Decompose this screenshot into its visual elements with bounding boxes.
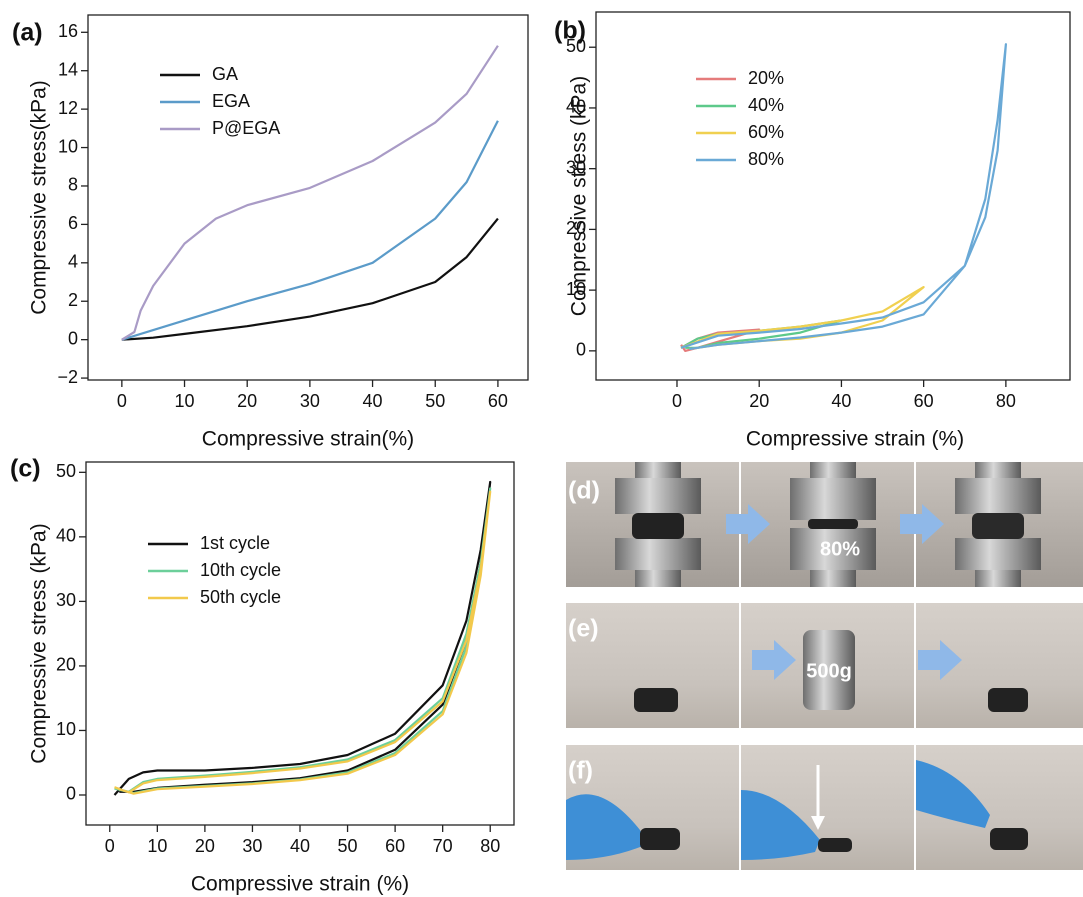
x-tick-label: 40 (363, 391, 383, 411)
x-tick-label: 60 (488, 391, 508, 411)
x-tick-label: 60 (914, 391, 934, 411)
panel-label: (d) (568, 477, 600, 505)
plot-frame (87, 14, 529, 381)
x-axis-label: Compressive strain(%) (202, 428, 414, 451)
weight (803, 630, 855, 710)
data-line (121, 217, 499, 341)
y-tick-label: 50 (566, 36, 586, 56)
x-tick-label: 10 (147, 836, 167, 856)
y-tick-label: 8 (68, 175, 78, 195)
glove (566, 794, 645, 860)
caption: 500g (806, 660, 852, 682)
x-tick-label: 20 (749, 391, 769, 411)
data-line (680, 43, 1007, 351)
legend-label: P@EGA (212, 118, 280, 138)
panel-label: (c) (10, 455, 41, 483)
y-tick-label: 50 (56, 461, 76, 481)
aerogel (632, 513, 684, 539)
y-tick-label: 0 (68, 328, 78, 348)
x-tick-label: 0 (105, 836, 115, 856)
x-axis-label: Compressive strain (%) (746, 428, 964, 451)
y-tick-label: 0 (66, 784, 76, 804)
arrow (811, 816, 825, 830)
aerogel (808, 519, 858, 529)
legend-label: 20% (748, 68, 784, 88)
plot-frame (595, 11, 1071, 381)
y-tick-label: 30 (566, 157, 586, 177)
x-tick-label: 30 (242, 836, 262, 856)
y-axis-label: Compressive stress (kPa) (28, 523, 51, 763)
data-line (114, 487, 492, 795)
legend-label: 60% (748, 122, 784, 142)
legend-label: GA (212, 64, 238, 84)
arrows (726, 504, 962, 680)
aerogel (818, 838, 852, 852)
x-tick-label: 40 (831, 391, 851, 411)
data-line (121, 120, 499, 341)
aerogel (640, 828, 680, 850)
x-tick-label: 0 (672, 391, 682, 411)
x-tick-label: 60 (385, 836, 405, 856)
y-tick-label: 10 (56, 719, 76, 739)
y-axis-label: Compressive stress(kPa) (28, 80, 51, 315)
legend-label: 80% (748, 149, 784, 169)
panel-label: (e) (568, 615, 599, 643)
legend-label: 40% (748, 95, 784, 115)
panel-label: (f) (568, 757, 593, 785)
x-tick-label: 20 (237, 391, 257, 411)
x-tick-label: 30 (300, 391, 320, 411)
y-tick-label: −2 (57, 367, 78, 387)
y-tick-label: 20 (566, 218, 586, 238)
x-tick-label: 50 (425, 391, 445, 411)
y-tick-label: 0 (576, 340, 586, 360)
aerogel (988, 688, 1028, 712)
x-tick-label: 50 (338, 836, 358, 856)
glove (741, 790, 820, 860)
photo-panels: (d) 80% (e) 500g (f) (566, 462, 1083, 870)
aerogel (634, 688, 678, 712)
data-line (121, 45, 499, 341)
y-tick-label: 10 (58, 136, 78, 156)
x-tick-label: 80 (996, 391, 1016, 411)
panel-label: (a) (12, 19, 43, 47)
y-tick-label: 30 (56, 590, 76, 610)
legend-label: 1st cycle (200, 533, 270, 553)
caption: 80% (820, 538, 860, 560)
press (615, 462, 1041, 587)
y-tick-label: 2 (68, 290, 78, 310)
y-tick-label: 40 (566, 97, 586, 117)
y-tick-label: 10 (566, 279, 586, 299)
y-axis-label: Compressive stress (kPa) (568, 76, 591, 316)
aerogel (972, 513, 1024, 539)
aerogel (990, 828, 1028, 850)
data-line (114, 490, 492, 795)
panel-label: (b) (554, 17, 586, 45)
y-tick-label: 20 (56, 655, 76, 675)
x-tick-label: 80 (480, 836, 500, 856)
x-axis-label: Compressive strain (%) (191, 873, 409, 896)
x-tick-label: 70 (433, 836, 453, 856)
y-tick-label: 12 (58, 98, 78, 118)
y-tick-label: 16 (58, 21, 78, 41)
legend-label: EGA (212, 91, 250, 111)
y-tick-label: 6 (68, 213, 78, 233)
legend-label: 50th cycle (200, 587, 281, 607)
y-tick-label: 14 (58, 59, 78, 79)
x-tick-label: 20 (195, 836, 215, 856)
x-tick-label: 0 (117, 391, 127, 411)
glove (916, 760, 990, 828)
data-line (680, 286, 925, 351)
y-tick-label: 40 (56, 526, 76, 546)
data-line (113, 480, 492, 796)
legend-label: 10th cycle (200, 560, 281, 580)
x-tick-label: 10 (175, 391, 195, 411)
x-tick-label: 40 (290, 836, 310, 856)
y-tick-label: 4 (68, 252, 78, 272)
